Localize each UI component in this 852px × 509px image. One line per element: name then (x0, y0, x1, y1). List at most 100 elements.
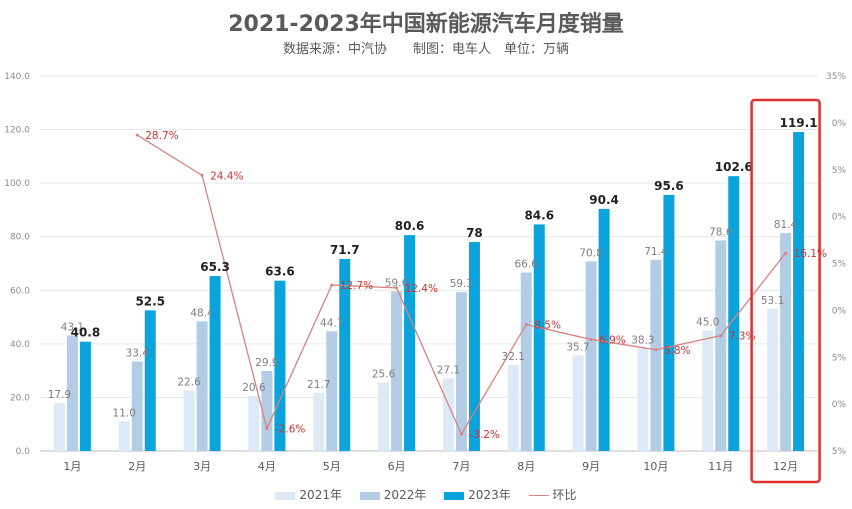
bar-2023年-6月 (404, 235, 416, 451)
bar-2021年-9月 (572, 355, 584, 451)
bar-data-label: 71.4 (644, 246, 668, 258)
mom-data-label: 7.3% (729, 331, 756, 343)
bar-data-label: 59.3 (450, 278, 473, 290)
mom-data-label: 6.9% (599, 334, 626, 346)
bar-2022年-8月 (520, 272, 532, 451)
y-left-tick-label: 120.0 (4, 126, 30, 136)
bar-data-label: 20.6 (242, 382, 266, 394)
mom-data-label: 12.4% (405, 283, 438, 295)
bar-data-label: 70.8 (579, 247, 602, 259)
bar-data-label: 25.6 (372, 368, 396, 380)
highlight-box (750, 98, 821, 484)
y-right-tick-label: 0% (832, 400, 847, 410)
bar-2021年-5月 (313, 392, 325, 451)
y-left-tick-label: 40.0 (10, 340, 30, 350)
bar-2023年-7月 (468, 242, 480, 451)
bar-data-label: 27.1 (437, 364, 460, 376)
legend-label-2022: 2022年 (383, 488, 427, 502)
x-tick-label: 10月 (643, 460, 668, 473)
bar-data-label: 32.1 (502, 351, 525, 363)
bar-data-label: 40.8 (71, 326, 101, 340)
mom-data-label: -3.2% (469, 429, 499, 441)
bar-data-label: 29.9 (255, 357, 278, 369)
bar-2023年-10月 (663, 194, 675, 451)
x-tick-label: 2月 (128, 460, 146, 473)
mom-point (330, 283, 334, 287)
bar-2022年-7月 (455, 292, 467, 451)
legend-item-2023: 2023年 (444, 486, 511, 503)
x-tick-label: 8月 (517, 460, 535, 473)
x-tick-label: 7月 (452, 460, 470, 473)
bar-2023年-1月 (79, 341, 91, 451)
legend-label-mom: 环比 (552, 488, 577, 502)
bar-data-label: 48.4 (190, 307, 214, 319)
legend-item-2021: 2021年 (275, 486, 342, 503)
bar-data-label: 84.6 (524, 208, 554, 222)
x-tick-label: 9月 (582, 460, 600, 473)
bar-data-label: 38.3 (631, 334, 654, 346)
mom-point (719, 334, 723, 338)
bar-2021年-11月 (702, 330, 714, 451)
x-tick-label: 11月 (708, 460, 733, 473)
mom-point (459, 432, 463, 436)
mom-data-label: 12.7% (340, 280, 373, 292)
bar-2021年-3月 (183, 390, 195, 451)
x-tick-label: 6月 (388, 460, 406, 473)
y-right-tick-label: 0% (832, 213, 847, 223)
mom-point (265, 427, 269, 430)
bar-2022年-11月 (715, 240, 727, 451)
y-right-tick-label: 5% (832, 260, 847, 270)
bar-data-label: 11.0 (113, 408, 136, 420)
bar-2022年-12月 (780, 232, 792, 451)
bar-2022年-3月 (196, 321, 208, 451)
bar-data-label: 81.4 (774, 219, 798, 231)
y-right-tick-label: 35% (826, 72, 846, 82)
bar-data-label: 17.9 (48, 389, 71, 401)
mom-point (395, 286, 399, 290)
y-left-tick-label: 140.0 (4, 72, 30, 82)
legend-swatch-mom (528, 495, 549, 496)
mom-data-label: 24.4% (210, 170, 243, 182)
bar-2021年-7月 (442, 378, 454, 451)
mom-data-label: 5.8% (664, 345, 691, 357)
bar-data-label: 44.7 (320, 317, 343, 329)
bar-2022年-4月 (261, 370, 273, 451)
bar-2022年-6月 (391, 291, 403, 451)
x-tick-label: 1月 (63, 460, 81, 473)
bar-data-label: 43.1 (61, 322, 84, 334)
bar-data-label: 52.5 (135, 294, 165, 308)
bar-2021年-6月 (378, 382, 390, 451)
y-right-tick-label: 0% (832, 119, 847, 129)
bar-data-label: 33.4 (126, 348, 150, 360)
bar-data-label: 59.6 (385, 277, 409, 289)
bar-data-label: 65.3 (200, 260, 230, 274)
mom-data-label: 8.5% (534, 319, 561, 331)
y-left-tick-label: 80.0 (10, 233, 30, 243)
bar-2022年-5月 (326, 331, 338, 451)
chart-subtitle: 数据来源：中汽协 制图：电车人 单位：万辆 (282, 42, 569, 57)
y-left-tick-label: 100.0 (4, 179, 30, 189)
bar-data-label: 78 (466, 226, 483, 240)
bar-data-label: 21.7 (307, 379, 330, 391)
bar-data-label: 22.6 (177, 376, 201, 388)
mom-point (200, 173, 204, 177)
bar-2023年-9月 (598, 208, 610, 451)
bar-data-label: 63.6 (265, 265, 295, 279)
legend-item-2022: 2022年 (359, 486, 427, 503)
y-right-tick-label: 0% (832, 306, 847, 316)
x-tick-label: 12月 (773, 460, 798, 473)
bar-data-label: 95.6 (654, 179, 684, 193)
legend-label-2021: 2021年 (299, 488, 342, 502)
x-tick-label: 5月 (323, 460, 341, 473)
bar-2023年-11月 (728, 176, 740, 451)
bar-2023年-8月 (533, 224, 545, 451)
bar-2021年-10月 (637, 348, 649, 451)
bar-data-label: 78.6 (709, 226, 733, 238)
y-left-tick-label: 0.0 (16, 447, 31, 457)
bar-data-label: 102.6 (715, 160, 753, 174)
bar-2023年-2月 (144, 310, 156, 451)
bar-data-label: 80.6 (395, 219, 425, 233)
y-right-tick-label: 5% (832, 353, 847, 363)
chart-title: 2021-2023年中国新能源汽车月度销量 (228, 12, 624, 37)
